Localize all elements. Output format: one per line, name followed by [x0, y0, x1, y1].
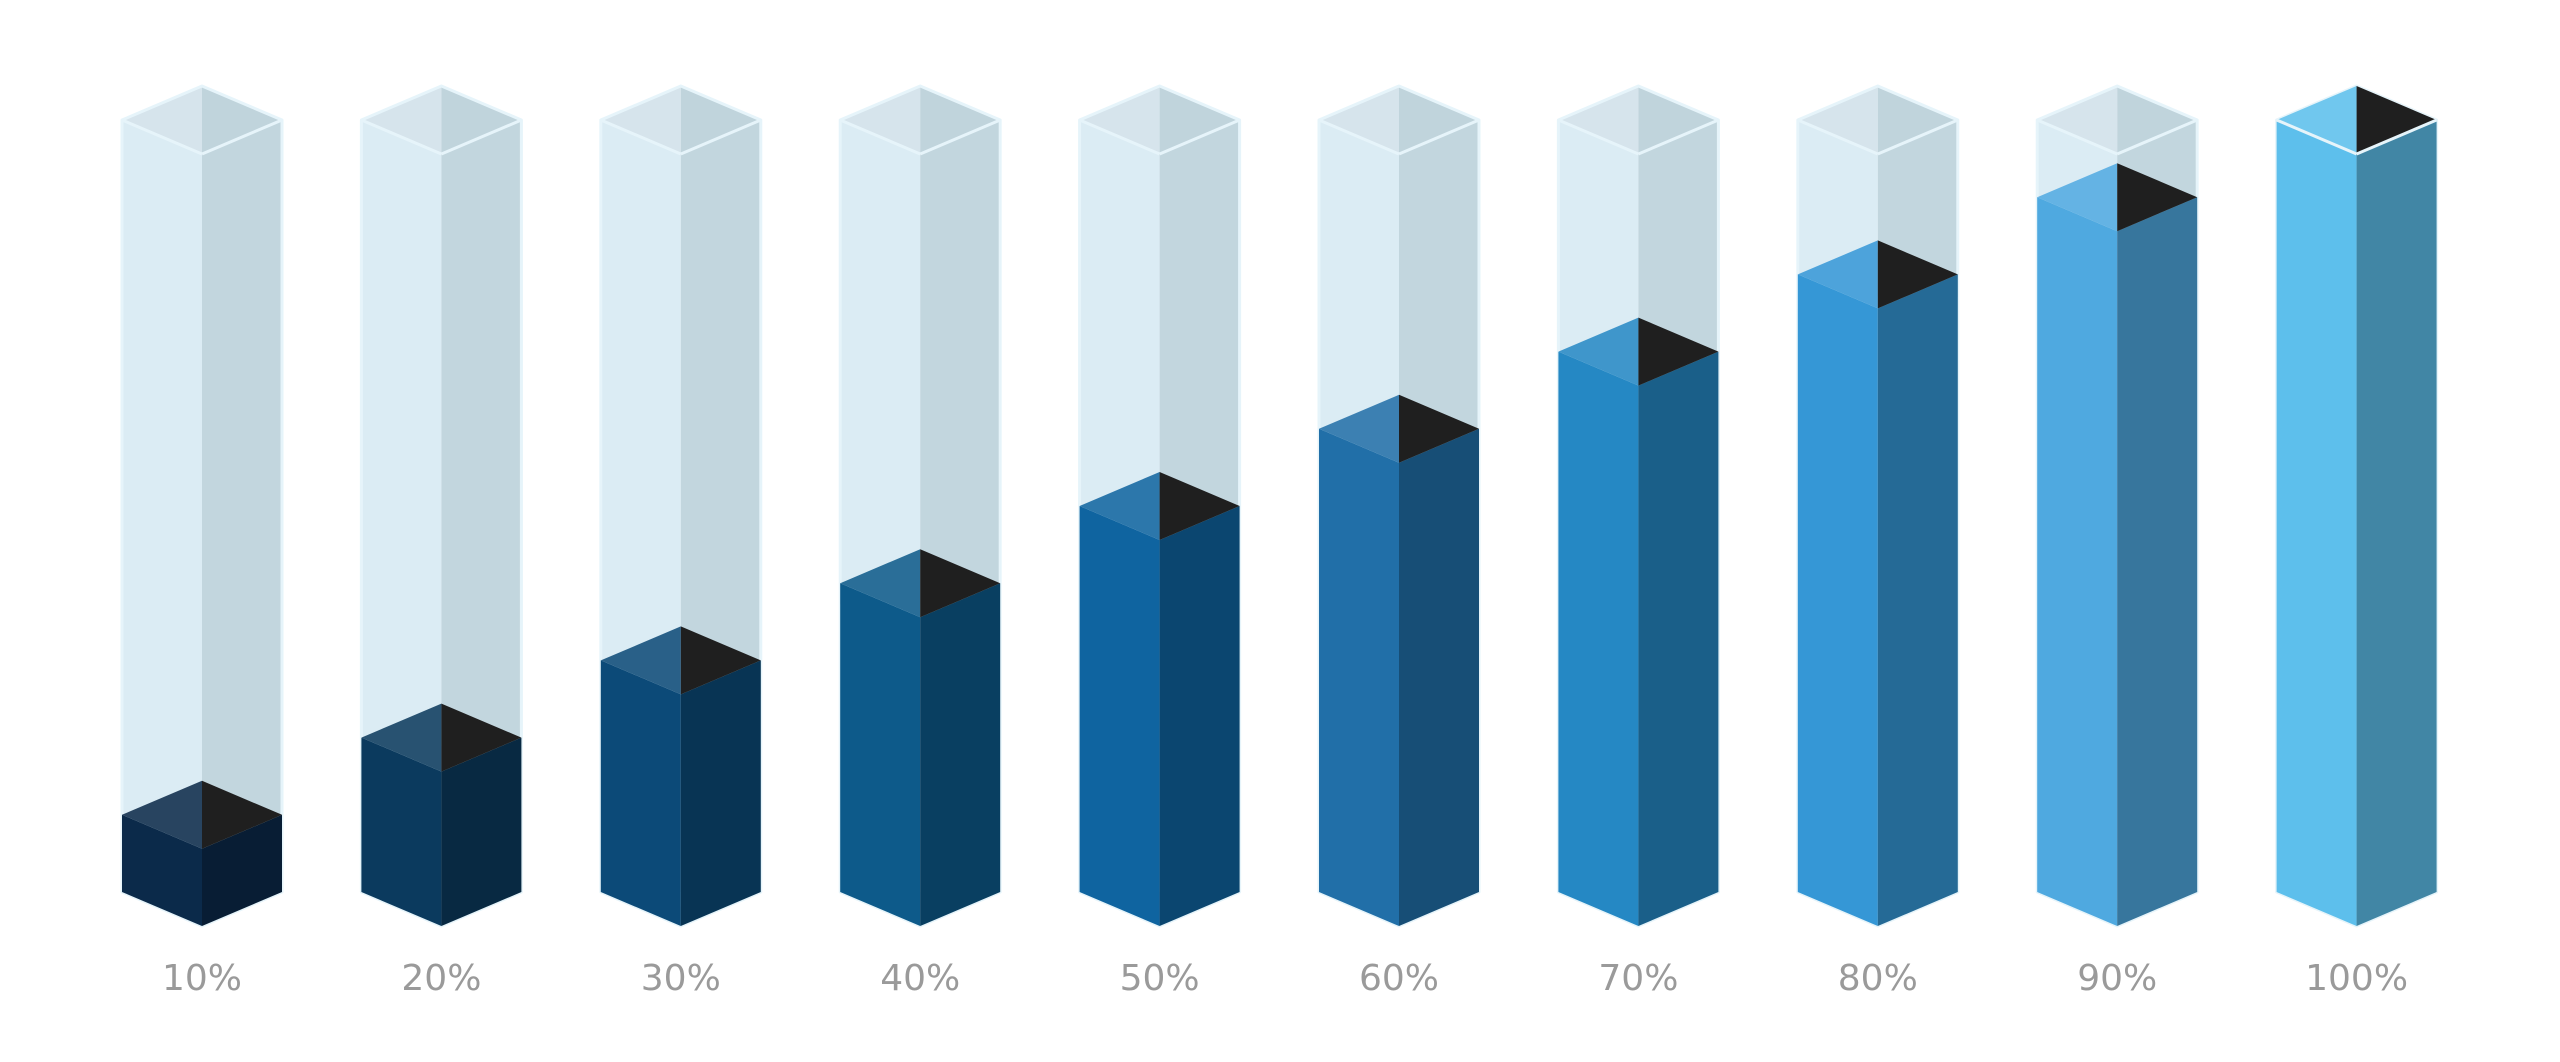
- bar-top-left: [2276, 86, 2357, 154]
- bar-top-right: [1159, 472, 1240, 540]
- value-label: 10%: [162, 958, 242, 999]
- tube-edge: [1877, 118, 1959, 156]
- tube-edge: [360, 118, 442, 156]
- bar-top-left: [2037, 163, 2118, 232]
- bar-top-right: [680, 626, 761, 695]
- bar-right: [1877, 274, 1958, 926]
- bar-top-right: [202, 780, 282, 849]
- bar-top-right: [2117, 163, 2198, 232]
- tube-top-right: [1399, 86, 1479, 154]
- value-label: 30%: [641, 958, 721, 999]
- bar-top-left: [1797, 240, 1878, 309]
- bar-right: [2356, 120, 2437, 926]
- value-label: 40%: [880, 958, 960, 999]
- tube-edge: [919, 118, 1001, 156]
- bar-left: [2276, 120, 2357, 926]
- tube-top-right: [920, 86, 1001, 154]
- bar-right: [2117, 197, 2198, 926]
- tube-edge: [839, 118, 921, 156]
- value-label: 50%: [1120, 958, 1200, 999]
- tube-left: [122, 120, 202, 926]
- tube-top-left: [1558, 86, 1639, 154]
- bar-top-left: [361, 703, 442, 772]
- tube-edge: [201, 118, 283, 156]
- tube-edge: [2356, 118, 2438, 156]
- tube-edge: [1398, 118, 1480, 156]
- bar-top-right: [920, 549, 1001, 618]
- bar-top-left: [122, 780, 202, 849]
- bar-left: [1797, 274, 1878, 926]
- bar-right: [441, 737, 522, 926]
- bar-right: [1399, 428, 1479, 926]
- value-label: 20%: [401, 958, 481, 999]
- tube-edge: [121, 118, 203, 156]
- bar-left: [122, 814, 202, 926]
- tube-top-left: [122, 86, 202, 154]
- bar-left: [2037, 197, 2118, 926]
- bar-left: [361, 737, 442, 926]
- tube-edge: [600, 118, 682, 156]
- value-label: 100%: [2305, 958, 2408, 999]
- tube-edge: [2116, 118, 2198, 156]
- tube-top-right: [1877, 86, 1958, 154]
- bar-left: [1079, 506, 1160, 926]
- bar-left: [840, 583, 921, 926]
- tube-edge: [1637, 118, 1719, 156]
- bar-left: [1319, 428, 1399, 926]
- bar-top-left: [600, 626, 681, 695]
- value-label: 80%: [1838, 958, 1918, 999]
- bar-right: [1159, 506, 1240, 926]
- tube-top-left: [600, 86, 681, 154]
- tube-edge: [1557, 118, 1639, 156]
- bar-top-right: [1399, 394, 1479, 463]
- bar-left: [1558, 351, 1639, 927]
- tube-top-left: [1319, 86, 1399, 154]
- tube-edge: [440, 118, 522, 156]
- tube-top-left: [1079, 86, 1160, 154]
- tube-top-left: [361, 86, 442, 154]
- bar-top-left: [1558, 317, 1639, 386]
- bar-right: [680, 660, 761, 926]
- tube-edge: [2276, 118, 2358, 156]
- bar-top-left: [840, 549, 921, 618]
- bar-left: [600, 660, 681, 926]
- tube-top-right: [2117, 86, 2198, 154]
- tube-top-left: [1797, 86, 1878, 154]
- tube-edge: [1318, 118, 1400, 156]
- value-label: 70%: [1598, 958, 1678, 999]
- value-label: 60%: [1359, 958, 1439, 999]
- bar-right: [202, 814, 282, 926]
- bar-top-right: [1877, 240, 1958, 309]
- tube-top-right: [680, 86, 761, 154]
- tube-top-left: [2037, 86, 2118, 154]
- tube-top-left: [840, 86, 921, 154]
- bar-top-right: [441, 703, 522, 772]
- bar-right: [1638, 351, 1719, 927]
- bar-top-right: [1638, 317, 1719, 386]
- bar-top-left: [1079, 472, 1160, 540]
- bar-top-left: [1319, 394, 1399, 463]
- bar-top-right: [2356, 86, 2437, 154]
- value-label: 90%: [2077, 958, 2157, 999]
- tube-edge: [680, 118, 762, 156]
- tube-right: [202, 120, 282, 926]
- bar-right: [920, 583, 1001, 926]
- tube-edge: [1079, 118, 1161, 156]
- tube-top-right: [1638, 86, 1719, 154]
- tube-edge: [2036, 118, 2118, 156]
- tube-top-right: [441, 86, 522, 154]
- tube-edge: [1159, 118, 1241, 156]
- tube-top-right: [202, 86, 282, 154]
- tube-top-right: [1159, 86, 1240, 154]
- tube-edge: [1797, 118, 1879, 156]
